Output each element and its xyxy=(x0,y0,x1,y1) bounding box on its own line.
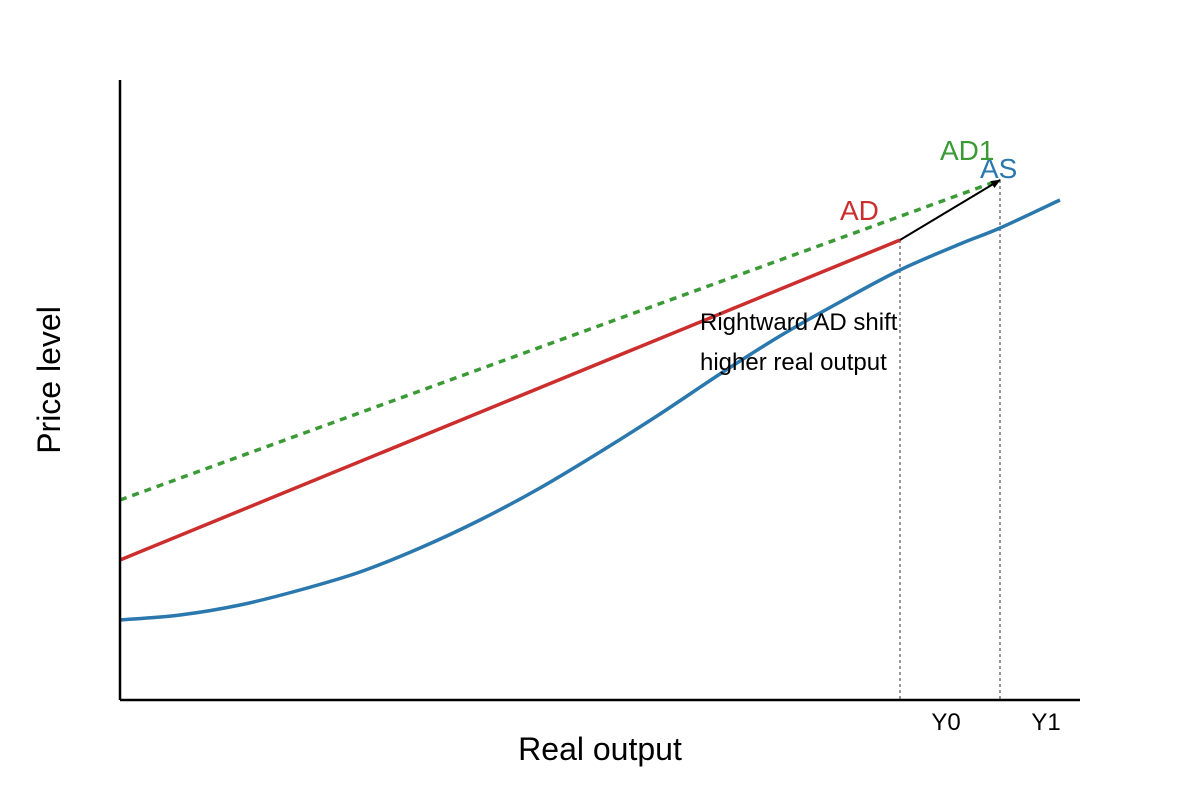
annotation-line-1: Rightward AD shift xyxy=(700,309,898,336)
x-tick-labels: Y0 Y1 xyxy=(931,709,1060,736)
series-line-ad1 xyxy=(119,178,1001,502)
series-line-ad xyxy=(119,238,901,562)
series-label-ad1: AD1 xyxy=(940,135,994,166)
x-tick-label-y0: Y0 xyxy=(931,709,960,736)
series-line-as xyxy=(119,198,1061,622)
arrow-layer xyxy=(899,179,1001,241)
series-label-ad: AD xyxy=(840,195,879,226)
annotation-line-2: higher real output xyxy=(700,349,887,376)
guide-lines xyxy=(899,180,1001,700)
x-tick-label-y1: Y1 xyxy=(1031,709,1060,736)
y-axis-title: Price level xyxy=(31,306,67,454)
series-labels: AS AD AD1 xyxy=(840,135,1017,226)
x-axis-title: Real output xyxy=(518,731,682,767)
series-layer xyxy=(119,178,1061,622)
series-label-as: AS xyxy=(980,153,1017,184)
shift-arrow xyxy=(899,179,1001,241)
